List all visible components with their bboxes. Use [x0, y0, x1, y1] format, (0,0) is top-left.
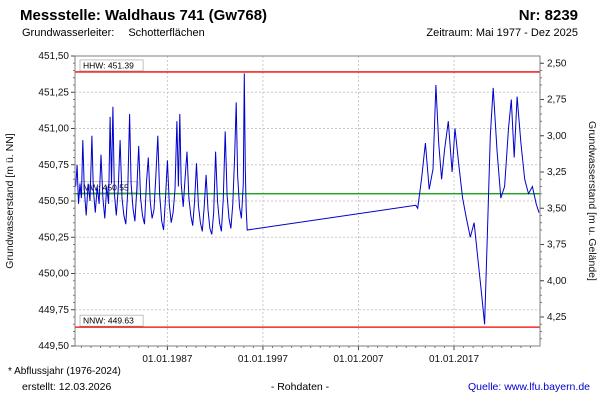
y-tick-label-right: 3,75	[547, 240, 567, 251]
y-tick-label-left: 450,50	[38, 196, 69, 207]
period-label: Zeitraum: Mai 1977 - Dez 2025	[426, 27, 578, 39]
plot-frame	[74, 55, 541, 347]
x-tick-label: 01.01.1997	[238, 354, 288, 365]
header-row-2: Grundwasserleiter: Schotterflächen Zeitra…	[0, 24, 600, 39]
ref-label-mw: MW: 450.55	[83, 182, 129, 192]
aquifer-label: Grundwasserleiter:	[22, 27, 115, 39]
x-tick-label: 01.01.1987	[142, 354, 192, 365]
y-tick-label-right: 2,50	[547, 58, 567, 69]
footer-row: erstellt: 12.03.2026 - Rohdaten - Quelle…	[0, 381, 600, 397]
y-tick-label-left: 449,75	[38, 305, 69, 316]
data-type-label: - Rohdaten -	[270, 381, 330, 393]
ref-label-hhw: HHW: 451.39	[83, 60, 134, 70]
y-tick-label-right: 3,50	[547, 203, 567, 214]
station-number: Nr: 8239	[518, 7, 578, 24]
chart-svg: 449,50 449,75 450,00 450,25 450,50 450,75 451,…	[4, 51, 598, 365]
station-title: Messstelle: Waldhaus 741 (Gw768)	[20, 7, 268, 24]
x-tick-label: 01.01.2017	[429, 354, 479, 365]
y-tick-label-right: 4,00	[547, 276, 567, 287]
y-tick-label-left: 451,50	[38, 51, 69, 62]
y-tick-label-left: 449,50	[38, 341, 69, 352]
groundwater-chart: 449,50 449,75 450,00 450,25 450,50 450,75 451,…	[0, 46, 600, 368]
aquifer-value: Schotterflächen	[128, 27, 205, 39]
footnote-abflussjahr: * Abflussjahr (1976-2024)	[8, 366, 121, 377]
y-tick-label-right: 3,25	[547, 167, 567, 178]
y-tick-label-left: 451,25	[38, 87, 69, 98]
y-tick-label-right: 3,00	[547, 131, 567, 142]
y-tick-label-left: 450,00	[38, 269, 69, 280]
ref-label-nnw: NNW: 449.63	[83, 316, 134, 326]
header-row-1: Messstelle: Waldhaus 741 (Gw768) Nr: 823…	[0, 0, 600, 24]
y-tick-label-right: 2,75	[547, 95, 567, 106]
y-tick-label-left: 450,75	[38, 160, 69, 171]
created-date: erstellt: 12.03.2026	[22, 381, 112, 393]
plot-area: 449,50 449,75 450,00 450,25 450,50 450,75 451,…	[38, 51, 566, 365]
right-axis-title: Grundwasserstand [m u. Gelände]	[586, 121, 598, 281]
y-tick-label-left: 451,00	[38, 124, 69, 135]
groundwater-series	[75, 73, 540, 325]
left-axis-title: Grundwasserstand [m ü. NN]	[4, 133, 16, 268]
source-link[interactable]: Quelle: www.lfu.bayern.de	[468, 381, 590, 393]
aquifer-line: Grundwasserleiter: Schotterflächen	[22, 27, 205, 39]
x-tick-label: 01.01.2007	[333, 354, 383, 365]
y-tick-label-right: 4,25	[547, 312, 567, 323]
y-tick-label-left: 450,25	[38, 232, 69, 243]
